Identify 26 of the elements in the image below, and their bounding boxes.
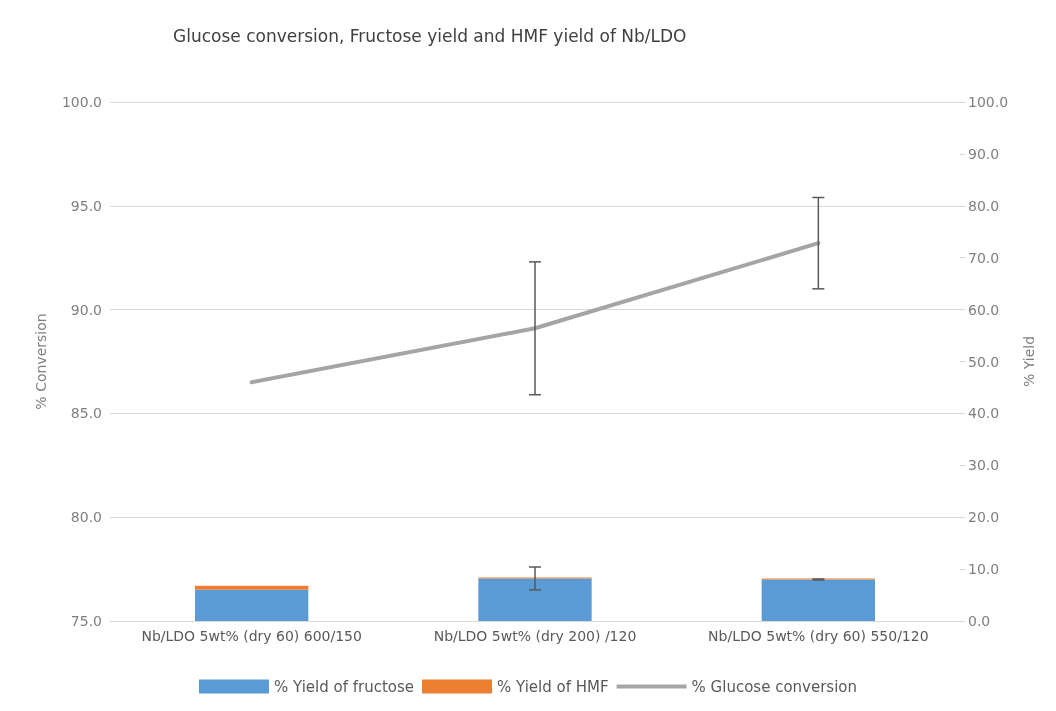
chart-title: Glucose conversion, Fructose yield and HMF yield of Nb/LDO	[173, 25, 687, 46]
y-tick-label: 100.0	[61, 94, 102, 110]
x-tick-label: Nb/LDO 5wt% (dry 60) 600/150	[141, 628, 362, 644]
y2-tick-label: 10.0	[968, 561, 1000, 578]
y-tick-label: 80.0	[70, 509, 102, 526]
y2-tick-label: 50.0	[968, 353, 1000, 370]
y2-tick-label: 40.0	[968, 405, 1000, 422]
y-tick-label: 95.0	[70, 197, 102, 214]
y2-tick-label: 0.0	[968, 613, 991, 629]
y2-tick-label: 20.0	[968, 509, 1000, 526]
y2-tick-label: 70.0	[968, 249, 1000, 266]
legend-label: % Glucose conversion	[691, 677, 858, 696]
x-tick-label: Nb/LDO 5wt% (dry 60) 550/120	[708, 628, 929, 644]
y-axis-title: % Conversion	[33, 313, 49, 410]
y2-tick-label: 90.0	[968, 145, 1000, 162]
legend-label: % Yield of fructose	[273, 677, 415, 696]
x-tick-label: Nb/LDO 5wt% (dry 200) /120	[433, 628, 637, 644]
y-tick-label: 85.0	[70, 405, 102, 422]
y2-tick-label: 30.0	[968, 457, 1000, 474]
y2-tick-label: 60.0	[968, 301, 1000, 318]
y-tick-label: 90.0	[70, 301, 102, 318]
y2-axis-title: % Yield	[1021, 335, 1037, 388]
y2-tick-label: 100.0	[968, 94, 1009, 110]
legend-label: % Yield of HMF	[497, 677, 609, 696]
y-tick-label: 75.0	[70, 613, 102, 629]
y2-tick-label: 80.0	[968, 197, 1000, 214]
